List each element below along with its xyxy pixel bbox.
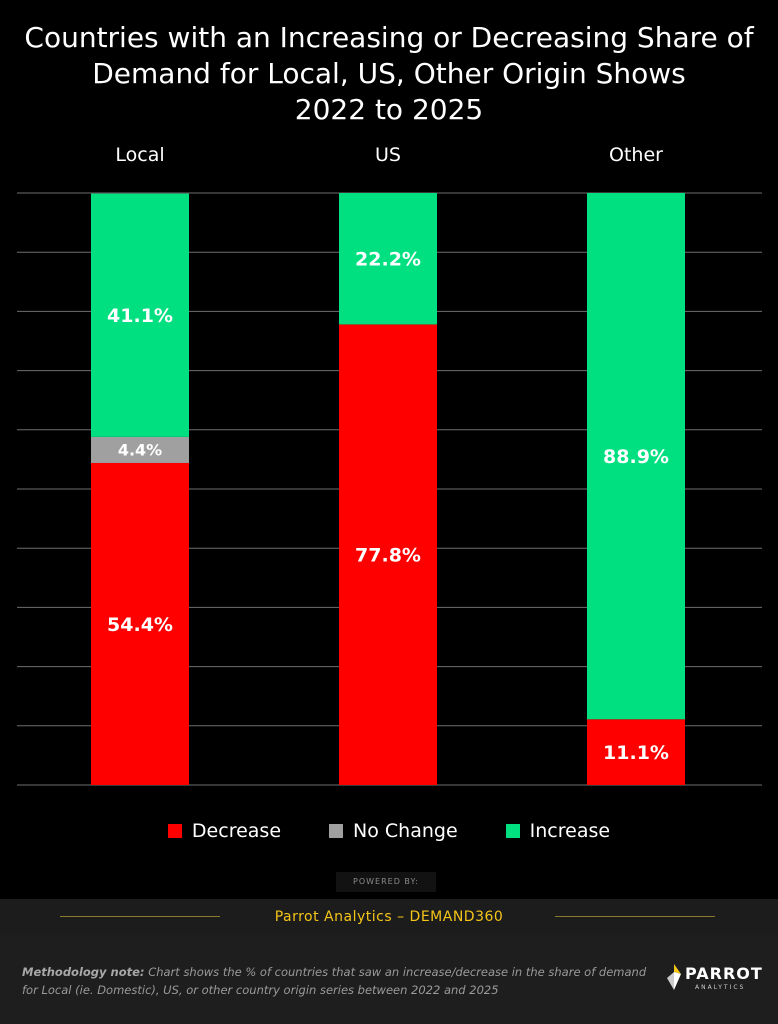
legend-swatch-no-change: [329, 824, 344, 838]
bar-segment-decrease: [339, 324, 437, 785]
methodology-panel: Methodology note: Chart shows the % of c…: [0, 935, 778, 1024]
chart-title: Countries with an Increasing or Decreasi…: [0, 20, 778, 128]
category-label: US: [375, 144, 401, 166]
footer-bar: Parrot Analytics – DEMAND360: [0, 899, 778, 935]
logo-subtitle: ANALYTICS: [695, 984, 746, 991]
data-label: 22.2%: [355, 249, 421, 271]
parrot-analytics-logo: PARROT ANALYTICS: [665, 962, 765, 998]
category-label: Other: [609, 144, 663, 166]
methodology-note: Methodology note: Chart shows the % of c…: [22, 963, 652, 999]
logo-wordmark: PARROT: [685, 964, 763, 983]
footer-brand-text: Parrot Analytics – DEMAND360: [274, 909, 504, 925]
title-line-3: 2022 to 2025: [294, 93, 484, 126]
bar-segment-decrease: [91, 462, 189, 785]
methodology-label: Methodology note:: [22, 965, 145, 979]
legend-swatch-increase: [505, 824, 520, 838]
title-line-2: Demand for Local, US, Other Origin Shows: [92, 57, 686, 90]
bar-segment-no-change: [91, 436, 189, 463]
legend-swatch-decrease: [167, 824, 182, 838]
title-line-1: Countries with an Increasing or Decreasi…: [24, 21, 754, 54]
bar-segment-increase: [91, 193, 189, 437]
data-label: 41.1%: [107, 305, 173, 327]
data-label: 54.4%: [107, 614, 173, 636]
bar-segment-decrease: [587, 719, 685, 785]
data-label: 11.1%: [603, 742, 669, 764]
methodology-text: Chart shows the % of countries that saw …: [22, 965, 647, 997]
legend-item-increase: Increase: [505, 820, 611, 842]
bar-segment-increase: [339, 193, 437, 325]
legend-item-decrease: Decrease: [167, 820, 282, 842]
stacked-bar-chart: Local US Other 54.4% 4.4% 41.1% 77.8% 22.2% 11.1…: [17, 144, 762, 786]
legend-label-no-change: No Change: [353, 820, 458, 842]
footer-divider-right: [555, 916, 715, 917]
bar-segment-increase: [587, 193, 685, 720]
parrot-logo-icon: [667, 964, 681, 990]
legend-label-decrease: Decrease: [191, 820, 282, 842]
powered-by-label: POWERED BY:: [336, 872, 436, 892]
category-label: Local: [115, 144, 164, 166]
data-label: 77.8%: [355, 545, 421, 567]
legend-label-increase: Increase: [529, 820, 611, 842]
legend: Decrease No Change Increase: [0, 820, 778, 842]
legend-item-no-change: No Change: [329, 820, 458, 842]
data-label: 88.9%: [603, 446, 669, 468]
data-label: 4.4%: [118, 441, 162, 460]
footer-divider-left: [60, 916, 220, 917]
